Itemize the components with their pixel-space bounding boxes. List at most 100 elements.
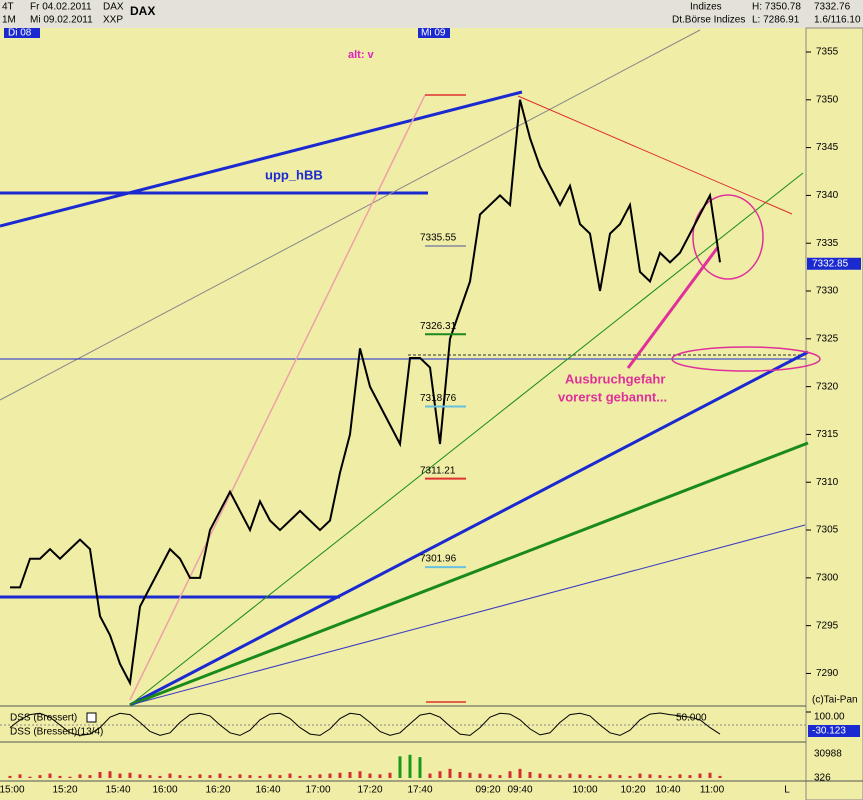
- header-bar: [0, 0, 863, 28]
- x-tick-label: 15:00: [0, 785, 25, 796]
- volume-bar: [188, 775, 192, 778]
- volume-bar: [418, 757, 422, 778]
- volume-bar: [548, 774, 552, 778]
- y-tick-label: 7330: [816, 286, 839, 297]
- header-text: Dt.Börse Indizes: [672, 15, 745, 26]
- volume-bar: [368, 773, 372, 778]
- volume-bar: [618, 775, 622, 778]
- chart-title: DAX: [130, 4, 155, 18]
- x-tick-label: 16:20: [205, 785, 230, 796]
- annotation: alt: v: [348, 49, 375, 61]
- volume-bar: [408, 754, 412, 778]
- volume-bar: [138, 774, 142, 778]
- volume-bar: [228, 775, 232, 778]
- indicator-last-box: [808, 725, 860, 737]
- day-marker: [418, 28, 450, 38]
- indicator-line: [9, 712, 721, 736]
- volume-bar: [98, 771, 102, 778]
- level-label: 7318.76: [420, 393, 457, 404]
- x-tick-label: 09:40: [507, 785, 532, 796]
- header-text: DAX: [103, 2, 124, 13]
- volume-bar: [88, 775, 92, 778]
- x-tick-label: 10:40: [655, 785, 680, 796]
- volume-bar: [128, 772, 132, 778]
- volume-bar: [208, 775, 212, 778]
- volume-bar: [68, 776, 72, 778]
- volume-bar: [458, 771, 462, 778]
- volume-bar: [258, 775, 262, 778]
- volume-bar: [698, 773, 702, 778]
- volume-bar: [538, 773, 542, 778]
- volume-bar: [158, 775, 162, 778]
- volume-bar: [378, 774, 382, 778]
- volume-bar: [558, 775, 562, 778]
- level-label: 7311.21: [420, 465, 456, 476]
- annotation: Ausbruchgefahr: [565, 371, 665, 386]
- volume-bar: [428, 773, 432, 778]
- y-tick-label: 7335: [816, 238, 839, 249]
- x-tick-label: L: [784, 785, 790, 796]
- volume-bar: [58, 775, 62, 778]
- indicator-last: -30.123: [812, 726, 846, 737]
- volume-bar: [598, 775, 602, 778]
- volume-bar: [638, 773, 642, 778]
- y-tick-label: 7310: [816, 477, 839, 488]
- volume-bar: [248, 775, 252, 778]
- volume-bar: [508, 771, 512, 778]
- volume-bar: [468, 772, 472, 778]
- x-tick-label: 17:00: [305, 785, 330, 796]
- volume-bar: [358, 771, 362, 778]
- header-text: H: 7350.78: [752, 2, 801, 13]
- volume-bar: [648, 774, 652, 778]
- x-tick-label: 15:40: [105, 785, 130, 796]
- level-label: 7335.55: [420, 233, 457, 244]
- header-text: 7332.76: [814, 2, 851, 13]
- y-tick-label: 7350: [816, 94, 839, 105]
- volume-bar: [388, 772, 392, 778]
- x-tick-label: 17:20: [357, 785, 382, 796]
- day-marker: [4, 28, 40, 38]
- day-label: Di 08: [8, 28, 32, 39]
- volume-bar: [328, 773, 332, 778]
- volume-bar: [488, 774, 492, 778]
- indicator-level-label: 50.000: [676, 713, 707, 724]
- volume-bar: [668, 775, 672, 778]
- header-text: L: 7286.91: [752, 15, 800, 26]
- volume-bar: [438, 771, 442, 778]
- price-line: [10, 99, 721, 687]
- y-tick-label: 7355: [816, 47, 839, 58]
- header-text: Indizes: [690, 2, 722, 13]
- volume-bar: [178, 775, 182, 778]
- header-text: 1.6/116.10: [814, 15, 861, 26]
- copyright: (c)Tai-Pan: [812, 695, 858, 706]
- volume-bar: [198, 774, 202, 778]
- day-label: Mi 09: [421, 28, 446, 39]
- volume-bar: [308, 775, 312, 778]
- y-tick-label: 7295: [816, 620, 839, 631]
- volume-bar: [518, 768, 522, 778]
- volume-bar: [18, 774, 22, 778]
- header-text: 1M: [2, 15, 16, 26]
- volume-bar: [28, 776, 32, 778]
- volume-bar: [478, 773, 482, 778]
- y-tick-label: 7340: [816, 190, 839, 201]
- volume-bar: [168, 773, 172, 778]
- volume-bar: [718, 775, 722, 778]
- volume-bar: [528, 771, 532, 778]
- volume-bar: [708, 772, 712, 778]
- add-button[interactable]: [86, 712, 97, 723]
- volume-bar: [298, 775, 302, 778]
- x-tick-label: 17:40: [407, 785, 432, 796]
- volume-bar: [38, 775, 42, 778]
- header-text: Mi 09.02.2011: [30, 15, 93, 26]
- last-price: 7332.85: [812, 258, 849, 269]
- trend-lines: [0, 29, 821, 707]
- level-label: 7301.96: [420, 554, 457, 565]
- x-tick-label: 10:00: [572, 785, 597, 796]
- level-label: 7326.31: [420, 321, 457, 332]
- volume-bar: [608, 774, 612, 778]
- y-tick-label: 7325: [816, 333, 839, 344]
- volume-bar: [578, 774, 582, 778]
- annotation: vorerst gebannt...: [558, 389, 667, 404]
- annotation: upp_hBB: [265, 167, 323, 182]
